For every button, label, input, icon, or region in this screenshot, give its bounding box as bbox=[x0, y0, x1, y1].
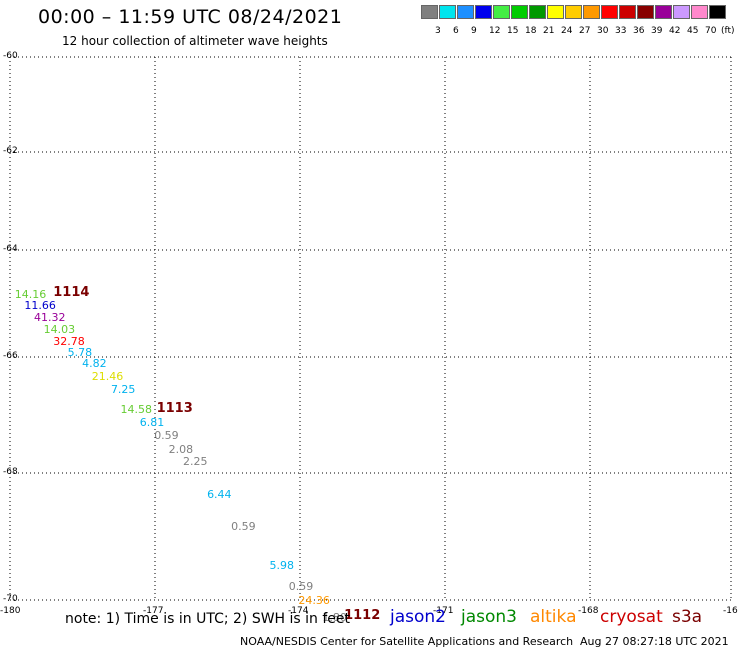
chart-title: 00:00 – 11:59 UTC 08/24/2021 bbox=[38, 6, 343, 28]
satellite-legend-jason2: jason2 bbox=[390, 607, 446, 627]
scale-label: 70 bbox=[705, 26, 717, 36]
scale-label: 30 bbox=[597, 26, 609, 36]
scale-label: 39 bbox=[651, 26, 663, 36]
scale-label: 36 bbox=[633, 26, 645, 36]
lat-tick-label: -62 bbox=[3, 146, 18, 156]
lat-tick-label: -66 bbox=[3, 351, 18, 361]
wave-height-value: 4.82 bbox=[82, 357, 107, 371]
scale-label: 9 bbox=[471, 26, 477, 36]
wave-height-value: 14.58 bbox=[120, 403, 153, 417]
footer-credit: NOAA/NESDIS Center for Satellite Applica… bbox=[240, 635, 574, 648]
lon-tick-label: -174 bbox=[288, 606, 309, 616]
scale-swatch bbox=[619, 5, 636, 19]
wave-height-value: 0.59 bbox=[154, 429, 179, 443]
scale-label: 18 bbox=[525, 26, 537, 36]
lon-tick-label: -171 bbox=[433, 606, 454, 616]
scale-label: 21 bbox=[543, 26, 555, 36]
lon-tick-label: -177 bbox=[143, 606, 164, 616]
scale-label: 12 bbox=[489, 26, 501, 36]
wave-height-value: 2.25 bbox=[183, 455, 208, 469]
wave-height-value: 5.98 bbox=[269, 559, 295, 573]
wave-height-value: 14.16 bbox=[14, 287, 47, 301]
scale-label: 45 bbox=[687, 26, 699, 36]
lat-tick-label: -64 bbox=[3, 244, 18, 254]
scale-swatch bbox=[673, 5, 690, 19]
scale-swatch bbox=[493, 5, 510, 19]
wave-height-value: 0.59 bbox=[231, 520, 256, 534]
scale-swatch bbox=[547, 5, 564, 19]
scale-swatch bbox=[565, 5, 582, 19]
wave-height-value: 41.32 bbox=[34, 311, 66, 325]
wave-height-value: 21.46 bbox=[91, 370, 124, 384]
scale-swatch bbox=[511, 5, 528, 19]
chart-subtitle: 12 hour collection of altimeter wave hei… bbox=[62, 34, 328, 48]
wave-height-value: 32.78 bbox=[53, 334, 85, 348]
scale-swatch bbox=[439, 5, 456, 19]
wave-height-value: 24.36 bbox=[298, 594, 330, 607]
wave-height-value: 1.80 bbox=[322, 611, 347, 625]
wave-height-value: 6.44 bbox=[207, 487, 232, 501]
scale-swatch bbox=[637, 5, 654, 19]
lon-tick-label: -180 bbox=[0, 606, 21, 616]
footer-note: note: 1) Time is in UTC; 2) SWH is in fe… bbox=[65, 611, 351, 627]
scale-swatch bbox=[691, 5, 708, 19]
wave-height-value: 7.25 bbox=[110, 382, 136, 396]
wave-height-value: 6.81 bbox=[139, 415, 165, 429]
scale-swatch bbox=[655, 5, 672, 19]
satellite-legend-s3a: s3a bbox=[672, 607, 703, 627]
lon-tick-label: -168 bbox=[578, 606, 599, 616]
scale-label: 3 bbox=[435, 26, 441, 36]
satellite-legend-jason3: jason3 bbox=[461, 607, 517, 627]
footer-timestamp: Aug 27 08:27:18 UTC 2021 bbox=[580, 635, 729, 648]
scale-swatch bbox=[529, 5, 546, 19]
lon-tick-label: -16 bbox=[723, 606, 738, 616]
scale-label: 15 bbox=[507, 26, 519, 36]
pass-number-label: 1112 bbox=[344, 607, 381, 623]
pass-number-label: 1114 bbox=[53, 284, 90, 300]
lat-tick-label: -70 bbox=[3, 594, 18, 604]
scale-swatch bbox=[583, 5, 600, 19]
scale-swatch bbox=[457, 5, 474, 19]
scale-label: 27 bbox=[579, 26, 591, 36]
wave-height-value: 0.59 bbox=[288, 580, 314, 594]
lat-tick-label: -68 bbox=[3, 467, 18, 477]
wave-height-value: 5.78 bbox=[67, 345, 93, 359]
wave-height-value: 2.08 bbox=[168, 442, 194, 456]
satellite-legend-cryosat: cryosat bbox=[600, 607, 663, 627]
scale-unit: (ft) bbox=[721, 26, 735, 36]
wave-height-value: 11.66 bbox=[24, 299, 56, 313]
wave-height-value: 14.03 bbox=[43, 322, 76, 336]
scale-swatch bbox=[601, 5, 618, 19]
scale-label: 24 bbox=[561, 26, 573, 36]
scale-swatch bbox=[475, 5, 492, 19]
satellite-legend-altika: altika bbox=[530, 607, 577, 627]
map-grid bbox=[9, 56, 732, 601]
lat-tick-label: -60 bbox=[3, 51, 18, 61]
scale-swatch bbox=[709, 5, 726, 19]
scale-label: 6 bbox=[453, 26, 459, 36]
pass-number-label: 1113 bbox=[156, 401, 193, 417]
scale-swatch bbox=[421, 5, 438, 19]
scale-label: 33 bbox=[615, 26, 627, 36]
scale-label: 42 bbox=[669, 26, 681, 36]
